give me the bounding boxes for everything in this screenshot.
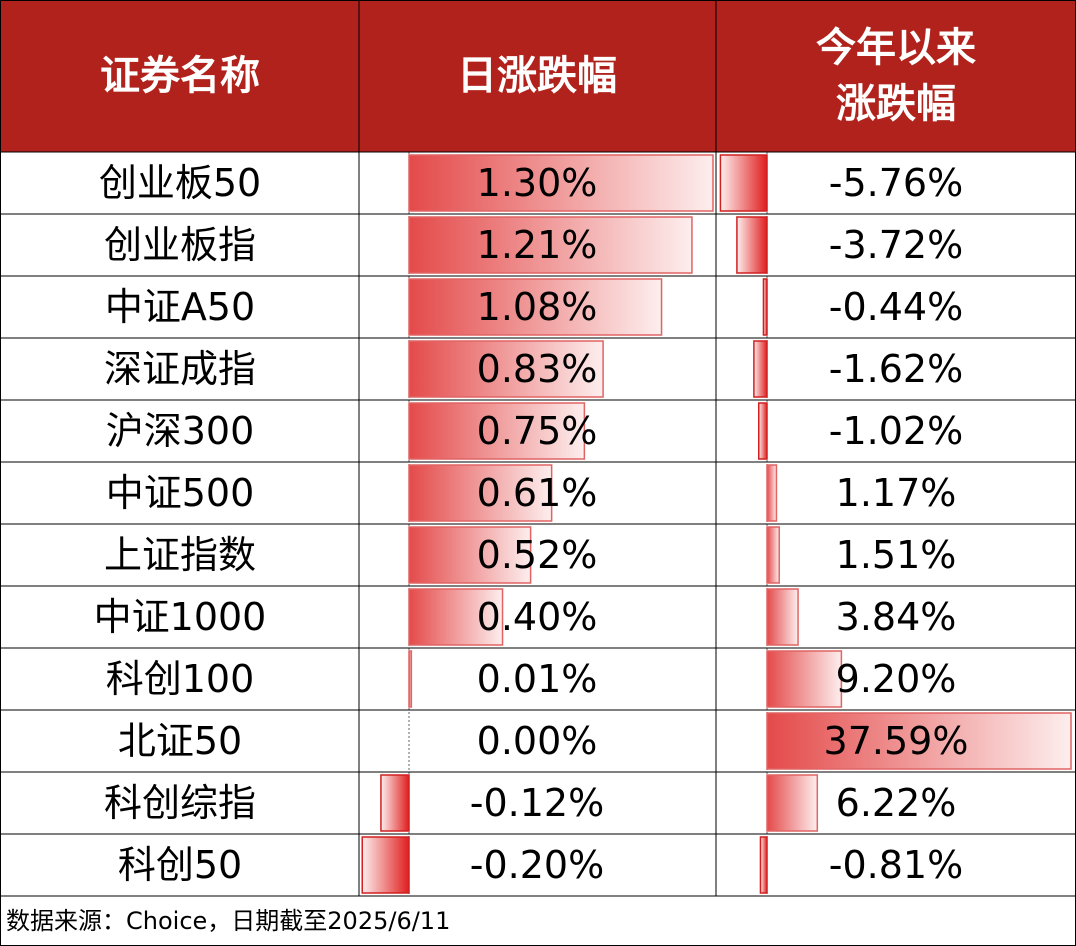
daily-cell: 0.83% [477,347,598,391]
data-bar [408,464,553,522]
name-cell: 创业板50 [99,161,261,205]
daily-cell: -0.12% [470,781,604,825]
data-bar [361,836,410,894]
data-bar [753,340,768,398]
data-bar [408,154,714,212]
name-cell: 深证成指 [104,347,256,391]
ytd-cell: 3.84% [836,595,957,639]
data-bar [408,278,663,336]
name-cell: 科创50 [118,843,242,887]
name-cell: 上证指数 [104,533,256,577]
ytd-cell: 1.17% [836,471,957,515]
data-bar [759,836,768,894]
daily-cell: 0.01% [477,657,598,701]
daily-cell: 0.52% [477,533,598,577]
name-cell: 科创100 [106,657,255,701]
ytd-cell: -0.44% [829,285,963,329]
header-cell: 今年以来 [816,25,976,71]
data-bar [766,588,799,646]
data-bar [408,588,504,646]
data-bar [408,216,693,274]
header-cell: 日涨跌幅 [457,53,617,99]
ytd-cell: 37.59% [824,719,969,763]
name-cell: 科创综指 [104,781,256,825]
daily-cell: 0.00% [477,719,598,763]
name-cell: 中证A50 [105,285,255,329]
data-bar [766,464,778,522]
ytd-cell: 9.20% [836,657,957,701]
ytd-cell: 6.22% [836,781,957,825]
name-cell: 创业板指 [104,223,256,267]
data-bar [766,774,819,832]
daily-cell: 1.08% [477,285,598,329]
header-cell: 证券名称 [100,53,260,99]
daily-cell: 0.61% [477,471,598,515]
name-cell: 沪深300 [106,409,255,453]
daily-cell: -0.20% [470,843,604,887]
daily-cell: 0.75% [477,409,598,453]
ytd-cell: -0.81% [829,843,963,887]
data-bar [766,712,1072,770]
data-bar [408,650,413,708]
data-bar [758,402,768,460]
ytd-cell: -1.02% [829,409,963,453]
ytd-cell: -3.72% [829,223,963,267]
daily-cell: 0.40% [477,595,598,639]
data-bar [408,526,532,584]
daily-cell: 1.30% [477,161,598,205]
header-bg [0,0,1076,152]
data-bar [380,774,410,832]
name-cell: 中证1000 [94,595,267,639]
data-bar [762,278,768,336]
name-cell: 中证500 [106,471,255,515]
ytd-cell: 1.51% [836,533,957,577]
data-bar [719,154,768,212]
ytd-cell: -1.62% [829,347,963,391]
footer-note: 数据来源：Choice，日期截至2025/6/11 [6,907,450,935]
daily-cell: 1.21% [477,223,598,267]
data-bar [408,340,604,398]
data-bar [408,402,586,460]
ytd-cell: -5.76% [829,161,963,205]
data-bar [766,650,843,708]
header-cell: 涨跌幅 [836,81,956,127]
data-bar [736,216,768,274]
name-cell: 北证50 [118,719,242,763]
data-bar [766,526,780,584]
